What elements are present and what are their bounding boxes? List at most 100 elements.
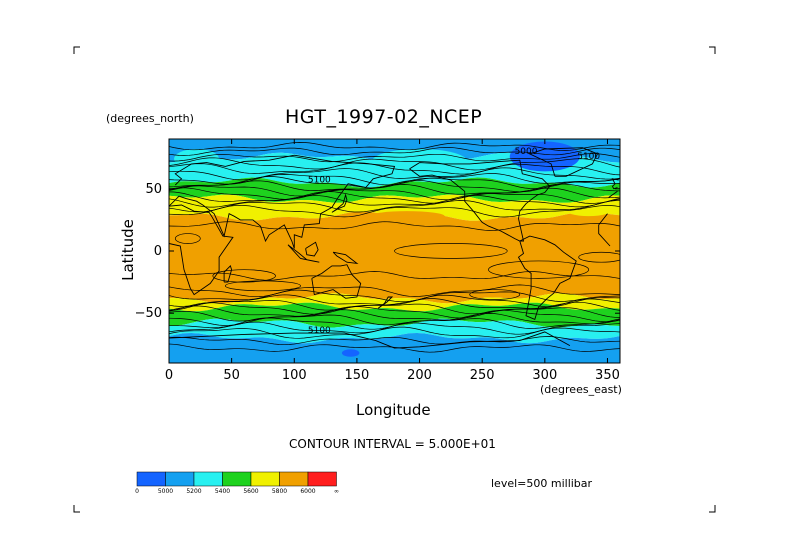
x-tick-label: 350 bbox=[595, 368, 620, 383]
colorbar-tick-label: 5800 bbox=[272, 488, 287, 495]
band-5 bbox=[169, 293, 620, 312]
y-tick-label: 0 bbox=[154, 244, 162, 259]
contour-line-16 bbox=[169, 271, 620, 281]
chart-title: HGT_1997-02_NCEP bbox=[285, 106, 483, 128]
contour-line-9 bbox=[169, 183, 620, 197]
contour-interval-note: CONTOUR INTERVAL = 5.000E+01 bbox=[289, 437, 496, 451]
contour-line-17 bbox=[169, 284, 620, 298]
contour-line-4 bbox=[169, 162, 620, 176]
x-tick-label: 300 bbox=[532, 368, 557, 383]
colorbar-swatch bbox=[165, 471, 195, 487]
coast-antarctica bbox=[169, 331, 571, 349]
contour-line-8 bbox=[169, 179, 620, 193]
anomaly-low-antarctic bbox=[341, 349, 360, 357]
x-tick-label: 150 bbox=[345, 368, 370, 383]
contour-line-21 bbox=[169, 301, 620, 315]
contour-line-22 bbox=[169, 305, 620, 319]
colorbar-tick-label: 6000 bbox=[300, 488, 315, 495]
regional-anomalies bbox=[174, 141, 614, 357]
coastlines bbox=[169, 147, 619, 349]
contour-line-0 bbox=[169, 142, 620, 151]
x-tick-label: 50 bbox=[223, 368, 240, 383]
coast-greenland bbox=[528, 147, 599, 177]
coast-indonesia-a bbox=[287, 244, 320, 263]
contour-line-14 bbox=[169, 204, 620, 218]
contour-label: 5100 bbox=[308, 326, 331, 336]
x-axis-label: Longitude bbox=[356, 401, 431, 419]
colorbar-swatch bbox=[279, 471, 309, 487]
x-tick-label: 200 bbox=[407, 368, 432, 383]
colorbar-tick-label: 5000 bbox=[158, 488, 173, 495]
y-tick-label: −50 bbox=[135, 306, 162, 321]
anomaly-yellow-north-atlantic bbox=[563, 201, 614, 217]
anomaly-cyan-north-atlantic bbox=[174, 148, 220, 169]
closed-contour-5 bbox=[225, 280, 301, 292]
contour-line-2 bbox=[169, 153, 620, 163]
colorbar-swatch bbox=[250, 471, 280, 487]
coast-indonesia-b bbox=[305, 241, 319, 257]
contour-line-6 bbox=[169, 173, 620, 186]
colorbar: 0 5000 5200 5400 5600 5800 6000 ∞ bbox=[135, 471, 339, 495]
contour-line-12 bbox=[169, 194, 620, 208]
closed-contour-1 bbox=[212, 269, 276, 283]
coast-new-zealand bbox=[377, 296, 394, 309]
contour-line-5 bbox=[169, 167, 620, 181]
contour-line-11 bbox=[169, 191, 620, 204]
contour-label: 5100 bbox=[308, 176, 331, 186]
level-note: level=500 millibar bbox=[491, 477, 593, 490]
y-axis-ticks: 50 0 −50 bbox=[135, 182, 620, 321]
contour-line-18 bbox=[169, 289, 620, 303]
coast-europe-asia bbox=[169, 154, 618, 249]
contour-line-20 bbox=[169, 298, 620, 311]
contour-line-29 bbox=[169, 343, 620, 353]
coast-indonesia-c bbox=[332, 251, 359, 265]
corner-marks bbox=[73, 46, 716, 513]
closed-contour-3 bbox=[488, 260, 590, 279]
contour-line-19 bbox=[169, 294, 620, 308]
y-tick-label: 50 bbox=[145, 182, 162, 197]
corner-mark-top-left bbox=[73, 46, 80, 54]
colorbar-swatch bbox=[193, 471, 223, 487]
anomaly-orange-north-pacific bbox=[369, 211, 445, 222]
closed-contour-4 bbox=[469, 289, 521, 300]
contour-line-1 bbox=[169, 147, 620, 156]
contour-line-3 bbox=[169, 157, 620, 171]
colorbar-swatch bbox=[307, 471, 337, 487]
corner-mark-bottom-left bbox=[73, 505, 80, 513]
contour-line-27 bbox=[169, 326, 620, 339]
colorbar-tick-label: 5200 bbox=[186, 488, 201, 495]
colorbar-tick-label: ∞ bbox=[334, 488, 339, 495]
anomaly-low-canada bbox=[509, 141, 580, 172]
contour-label: 5000 bbox=[515, 147, 538, 157]
contour-line-23 bbox=[169, 309, 620, 323]
x-tick-label: 0 bbox=[165, 368, 173, 383]
closed-contour-6 bbox=[578, 251, 620, 263]
colorbar-tick-label: 0 bbox=[135, 488, 139, 495]
coast-australia bbox=[311, 264, 362, 299]
contour-labels: 5100 5100 5000 5100 bbox=[308, 147, 601, 336]
corner-mark-top-right bbox=[709, 46, 716, 54]
x-tick-label: 100 bbox=[282, 368, 307, 383]
contour-lines bbox=[169, 142, 620, 353]
x-units-label: (degrees_east) bbox=[540, 383, 622, 396]
x-tick-label: 250 bbox=[470, 368, 495, 383]
colorbar-swatch bbox=[136, 471, 166, 487]
contour-line-15 bbox=[169, 221, 620, 231]
contour-line-28 bbox=[169, 336, 620, 346]
coast-south-america bbox=[517, 235, 577, 321]
corner-mark-bottom-right bbox=[709, 505, 716, 513]
colorbar-swatch bbox=[222, 471, 252, 487]
y-units-label: (degrees_north) bbox=[106, 112, 194, 125]
closed-contour-0 bbox=[174, 233, 201, 244]
contour-line-13 bbox=[169, 199, 620, 213]
coast-madagascar bbox=[223, 265, 233, 283]
closed-contour-2 bbox=[394, 243, 508, 259]
contour-label: 5100 bbox=[577, 152, 600, 162]
band-0 bbox=[169, 139, 620, 163]
colorbar-tick-label: 5600 bbox=[243, 488, 258, 495]
contour-line-10 bbox=[169, 187, 620, 201]
colorbar-tick-label: 5400 bbox=[215, 488, 230, 495]
band-7 bbox=[169, 318, 620, 344]
